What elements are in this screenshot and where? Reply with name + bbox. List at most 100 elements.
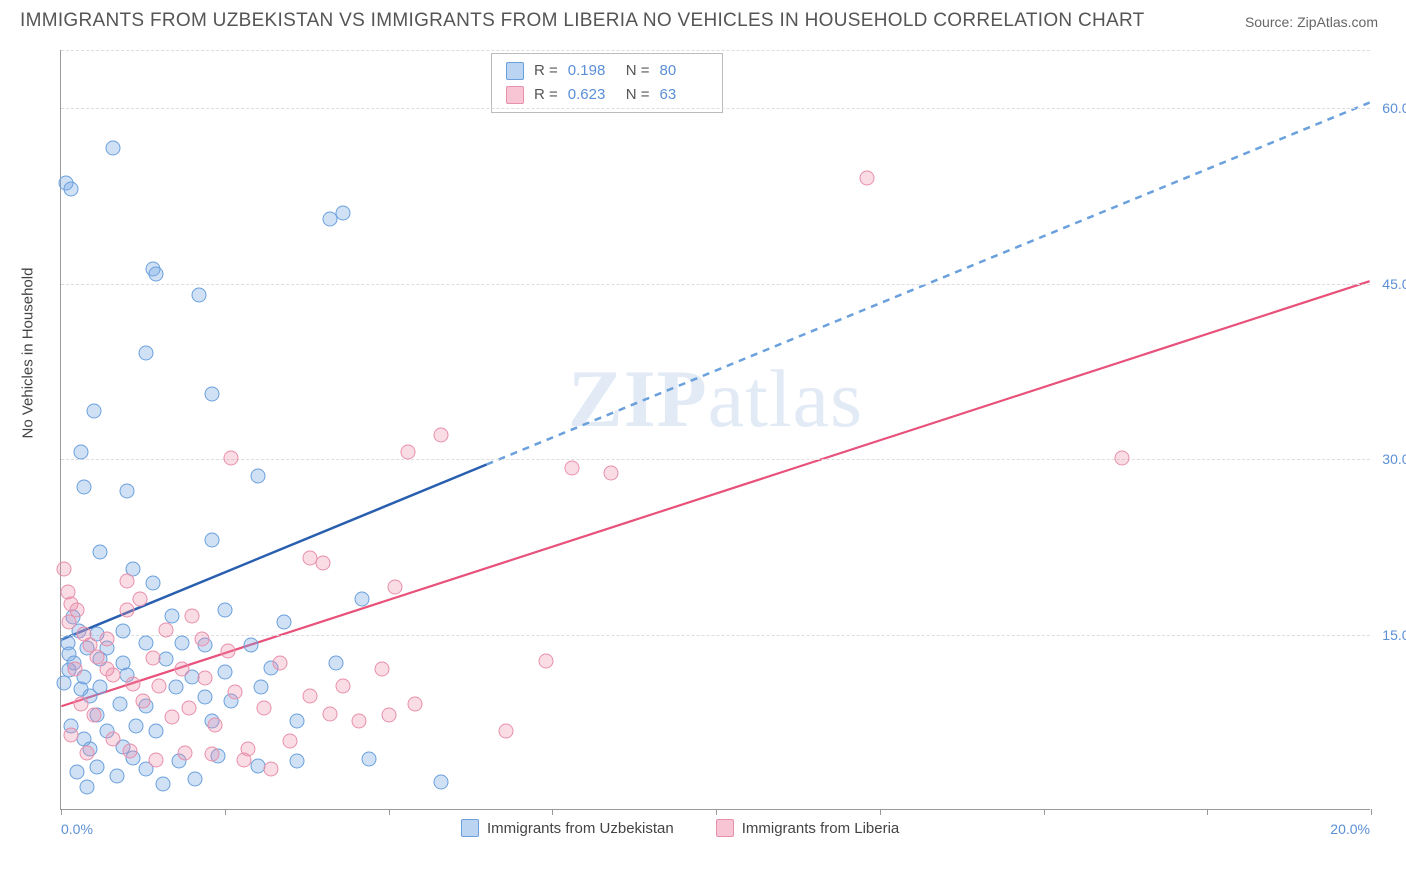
point-uzbekistan: [204, 533, 219, 548]
point-liberia: [132, 591, 147, 606]
point-uzbekistan: [168, 680, 183, 695]
swatch-uzbekistan-icon: [461, 819, 479, 837]
point-uzbekistan: [145, 576, 160, 591]
point-uzbekistan: [70, 764, 85, 779]
point-uzbekistan: [109, 769, 124, 784]
trend-lines: [61, 50, 1370, 809]
point-liberia: [401, 445, 416, 460]
x-tick: [880, 809, 881, 815]
point-liberia: [204, 747, 219, 762]
point-uzbekistan: [198, 689, 213, 704]
point-uzbekistan: [148, 723, 163, 738]
legend-label-liberia: Immigrants from Liberia: [742, 820, 900, 837]
point-uzbekistan: [112, 696, 127, 711]
point-liberia: [322, 707, 337, 722]
x-tick: [389, 809, 390, 815]
point-liberia: [352, 714, 367, 729]
grid-line: [61, 635, 1370, 636]
point-liberia: [564, 460, 579, 475]
chart-area: No Vehicles in Household ZIPatlas R = 0.…: [50, 50, 1380, 820]
point-liberia: [148, 752, 163, 767]
point-liberia: [221, 644, 236, 659]
point-uzbekistan: [253, 680, 268, 695]
legend-item-uzbekistan: Immigrants from Uzbekistan: [461, 819, 674, 837]
point-liberia: [122, 743, 137, 758]
x-tick: [1207, 809, 1208, 815]
point-liberia: [80, 745, 95, 760]
point-uzbekistan: [175, 635, 190, 650]
point-uzbekistan: [139, 346, 154, 361]
point-liberia: [158, 623, 173, 638]
watermark: ZIPatlas: [568, 352, 863, 446]
point-uzbekistan: [289, 754, 304, 769]
point-liberia: [126, 676, 141, 691]
swatch-liberia-icon: [716, 819, 734, 837]
point-liberia: [263, 762, 278, 777]
scatter-plot: ZIPatlas R = 0.198 N = 80 R = 0.623 N = …: [60, 50, 1370, 810]
point-uzbekistan: [188, 771, 203, 786]
point-uzbekistan: [129, 719, 144, 734]
point-liberia: [538, 653, 553, 668]
point-liberia: [224, 451, 239, 466]
point-liberia: [499, 723, 514, 738]
point-liberia: [181, 701, 196, 716]
swatch-liberia: [506, 86, 524, 104]
point-uzbekistan: [80, 779, 95, 794]
point-liberia: [73, 696, 88, 711]
point-uzbekistan: [76, 480, 91, 495]
point-uzbekistan: [322, 211, 337, 226]
point-liberia: [207, 717, 222, 732]
point-uzbekistan: [155, 777, 170, 792]
point-liberia: [1115, 451, 1130, 466]
point-uzbekistan: [165, 609, 180, 624]
point-liberia: [374, 661, 389, 676]
point-uzbekistan: [119, 483, 134, 498]
point-liberia: [283, 734, 298, 749]
point-uzbekistan: [361, 751, 376, 766]
point-liberia: [194, 632, 209, 647]
chart-title: IMMIGRANTS FROM UZBEKISTAN VS IMMIGRANTS…: [20, 10, 1145, 32]
grid-line: [61, 284, 1370, 285]
point-liberia: [61, 614, 76, 629]
point-uzbekistan: [86, 404, 101, 419]
point-uzbekistan: [217, 665, 232, 680]
point-liberia: [106, 667, 121, 682]
point-uzbekistan: [335, 205, 350, 220]
point-uzbekistan: [433, 775, 448, 790]
y-tick-label: 60.0%: [1382, 100, 1406, 116]
y-axis-label: No Vehicles in Household: [20, 268, 37, 439]
point-liberia: [604, 466, 619, 481]
point-uzbekistan: [276, 614, 291, 629]
point-uzbekistan: [57, 675, 72, 690]
x-tick: [61, 809, 62, 815]
point-uzbekistan: [148, 266, 163, 281]
point-liberia: [178, 745, 193, 760]
point-liberia: [257, 701, 272, 716]
point-liberia: [335, 679, 350, 694]
swatch-uzbekistan: [506, 62, 524, 80]
legend-label-uzbekistan: Immigrants from Uzbekistan: [487, 820, 674, 837]
point-uzbekistan: [116, 624, 131, 639]
x-tick: [1371, 809, 1372, 815]
point-liberia: [388, 579, 403, 594]
y-tick-label: 45.0%: [1382, 276, 1406, 292]
point-uzbekistan: [191, 287, 206, 302]
point-uzbekistan: [250, 468, 265, 483]
point-liberia: [145, 651, 160, 666]
point-uzbekistan: [93, 544, 108, 559]
point-liberia: [152, 679, 167, 694]
stat-legend: R = 0.198 N = 80 R = 0.623 N = 63: [491, 53, 723, 113]
x-tick: [1044, 809, 1045, 815]
point-uzbekistan: [355, 591, 370, 606]
x-max-label: 20.0%: [1330, 821, 1370, 837]
source-label: Source: ZipAtlas.com: [1245, 10, 1378, 30]
point-liberia: [859, 170, 874, 185]
point-liberia: [106, 731, 121, 746]
point-uzbekistan: [73, 445, 88, 460]
point-liberia: [381, 708, 396, 723]
grid-line: [61, 459, 1370, 460]
point-uzbekistan: [217, 603, 232, 618]
x-tick: [716, 809, 717, 815]
point-liberia: [99, 632, 114, 647]
point-uzbekistan: [63, 182, 78, 197]
